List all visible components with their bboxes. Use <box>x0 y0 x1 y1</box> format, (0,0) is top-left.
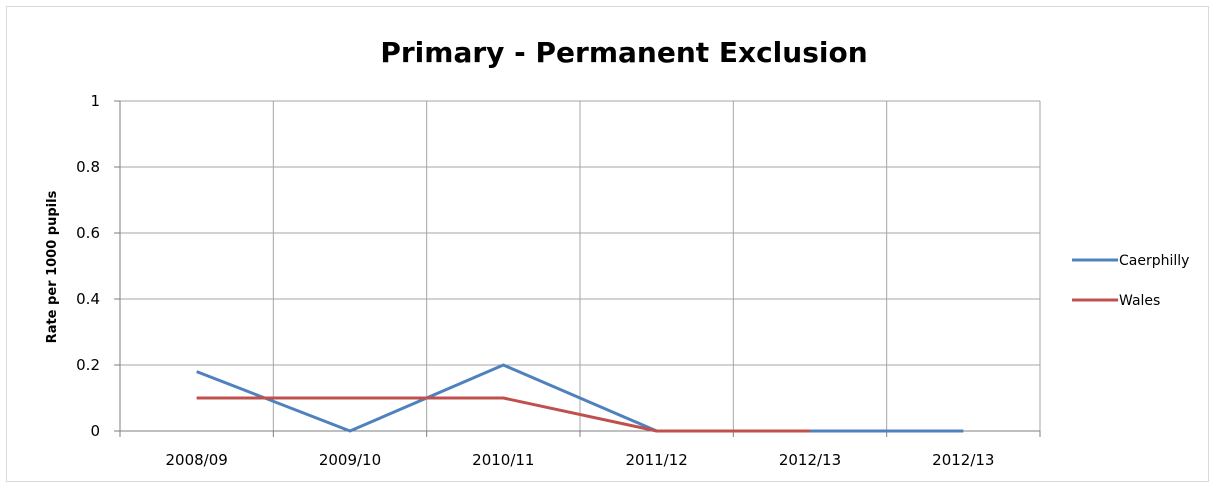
series-line-caerphilly <box>196 363 964 433</box>
x-tick-label: 2009/10 <box>319 451 381 469</box>
x-tick-label: 2008/09 <box>166 451 228 469</box>
x-tick-labels: 2008/09 2009/10 2010/11 2011/12 2012/13 2012/… <box>166 451 995 469</box>
legend: Caerphilly Wales <box>1072 253 1189 309</box>
y-tick-label: 0.2 <box>76 356 100 374</box>
x-tick-label: 2012/13 <box>932 451 994 469</box>
gridlines <box>120 100 1041 431</box>
x-tick-label: 2012/13 <box>779 451 841 469</box>
axes <box>114 100 1041 437</box>
chart-title: Primary - Permanent Exclusion <box>380 36 867 69</box>
y-axis-label: Rate per 1000 pupils <box>45 190 60 343</box>
y-tick-label: 0.6 <box>76 224 100 242</box>
series-lines <box>196 363 964 433</box>
y-tick-label: 1 <box>90 92 100 110</box>
y-tick-labels: 0 0.2 0.4 0.6 0.8 1 <box>76 92 100 440</box>
legend-label-wales: Wales <box>1119 293 1160 309</box>
chart-frame <box>6 6 1209 482</box>
x-tick-label: 2010/11 <box>472 451 534 469</box>
y-tick-label: 0.8 <box>76 158 100 176</box>
y-tick-label: 0 <box>90 422 100 440</box>
series-line-wales <box>196 396 810 433</box>
x-tick-label: 2011/12 <box>626 451 688 469</box>
legend-label-caerphilly: Caerphilly <box>1119 253 1189 269</box>
y-tick-label: 0.4 <box>76 290 100 308</box>
